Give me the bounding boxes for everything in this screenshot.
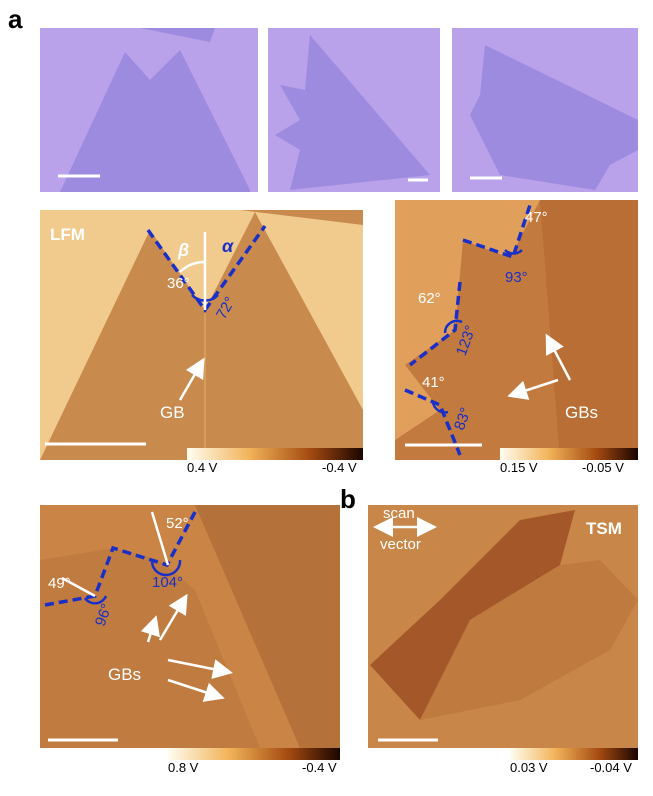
lfm-panel [40, 210, 363, 460]
colorbar-label: -0.4 V [302, 760, 337, 775]
angle-label: α [222, 236, 234, 256]
right-panel [395, 200, 638, 460]
angle-label: 49° [48, 575, 71, 592]
gbs-label: GBs [108, 665, 141, 684]
gbs-label: GBs [565, 403, 598, 422]
colorbar-label: -0.05 V [582, 460, 624, 475]
angle-label: 36° [167, 275, 190, 292]
colorbar-label: -0.04 V [590, 760, 632, 775]
gb-label: GB [160, 403, 185, 422]
angle-label: 104° [152, 574, 183, 591]
angle-label: 52° [166, 515, 189, 532]
scan-vector-label: vector [380, 536, 421, 553]
panel-label: a [8, 4, 23, 34]
angle-label: 93° [505, 269, 528, 286]
bottom-left-panel [40, 505, 340, 760]
angle-label: 41° [422, 374, 445, 391]
colorbar-label: 0.4 V [187, 460, 218, 475]
figure: a LFM β α 36° 72° GB 0.4 V -0.4 V 47° 93… [0, 0, 653, 796]
colorbar-label: 0.03 V [510, 760, 548, 775]
scan-vector-label: scan [383, 505, 415, 522]
tag: LFM [50, 225, 85, 244]
optical-images [40, 28, 638, 192]
panel-label: b [340, 484, 356, 514]
colorbar-label: 0.8 V [168, 760, 199, 775]
colorbar-label: 0.15 V [500, 460, 538, 475]
angle-label: 62° [418, 290, 441, 307]
angle-label: 47° [525, 209, 548, 226]
tag: TSM [586, 519, 622, 538]
angle-label: β [177, 240, 189, 260]
colorbar-label: -0.4 V [322, 460, 357, 475]
